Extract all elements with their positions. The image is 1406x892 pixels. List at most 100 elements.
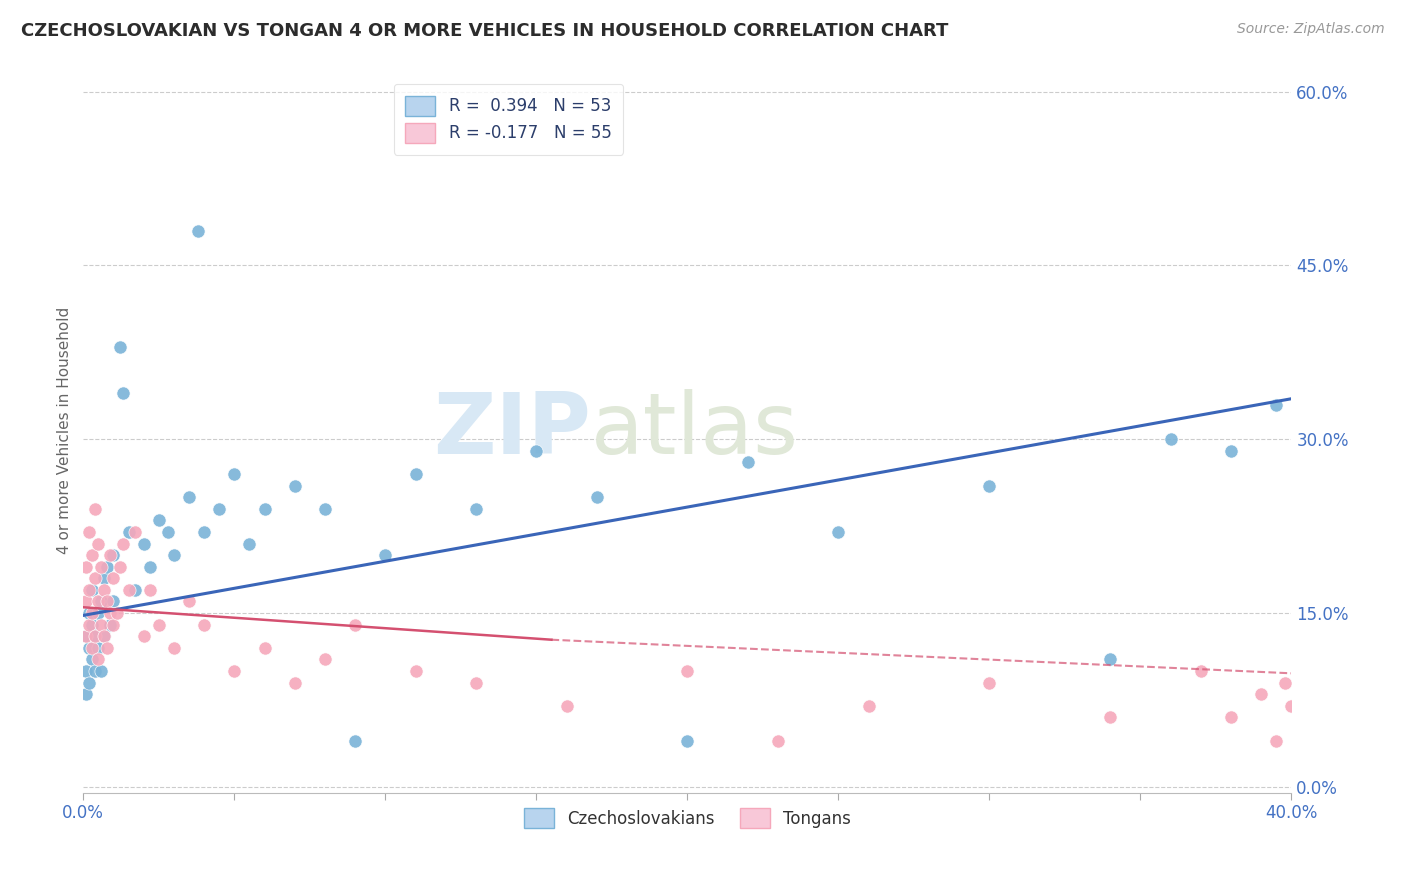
Point: [117, 582, 139, 597]
Point: [1189, 664, 1212, 678]
Point: [177, 490, 200, 504]
Point: [79, 524, 101, 539]
Point: [75, 664, 97, 678]
Point: [100, 606, 122, 620]
Point: [84, 629, 107, 643]
Point: [766, 733, 789, 747]
Point: [555, 698, 578, 713]
Point: [93, 629, 115, 643]
Point: [139, 559, 162, 574]
Point: [105, 606, 128, 620]
Point: [524, 443, 547, 458]
Point: [465, 501, 488, 516]
Point: [82, 640, 104, 655]
Point: [193, 617, 215, 632]
Point: [79, 675, 101, 690]
Point: [676, 664, 699, 678]
Text: atlas: atlas: [591, 389, 799, 472]
Point: [1274, 675, 1296, 690]
Point: [108, 559, 131, 574]
Point: [79, 617, 101, 632]
Text: Source: ZipAtlas.com: Source: ZipAtlas.com: [1237, 22, 1385, 37]
Point: [238, 536, 260, 550]
Point: [84, 629, 107, 643]
Y-axis label: 4 or more Vehicles in Household: 4 or more Vehicles in Household: [58, 307, 72, 554]
Point: [148, 617, 170, 632]
Point: [1220, 443, 1243, 458]
Point: [100, 548, 122, 562]
Point: [103, 617, 125, 632]
Point: [87, 536, 110, 550]
Point: [253, 501, 276, 516]
Point: [585, 490, 607, 504]
Point: [208, 501, 231, 516]
Point: [253, 640, 276, 655]
Point: [111, 536, 134, 550]
Point: [314, 652, 336, 666]
Point: [314, 501, 336, 516]
Point: [193, 524, 215, 539]
Point: [187, 224, 209, 238]
Point: [405, 664, 427, 678]
Point: [75, 629, 97, 643]
Point: [224, 664, 246, 678]
Point: [1099, 652, 1122, 666]
Point: [344, 617, 367, 632]
Point: [979, 675, 1001, 690]
Point: [132, 629, 155, 643]
Point: [100, 617, 122, 632]
Point: [827, 524, 849, 539]
Point: [90, 617, 112, 632]
Point: [87, 640, 110, 655]
Point: [75, 559, 97, 574]
Point: [84, 664, 107, 678]
Point: [465, 675, 488, 690]
Point: [124, 582, 146, 597]
Point: [1265, 733, 1288, 747]
Point: [87, 594, 110, 608]
Point: [676, 733, 699, 747]
Point: [124, 524, 146, 539]
Point: [87, 652, 110, 666]
Point: [93, 582, 115, 597]
Point: [177, 594, 200, 608]
Point: [96, 640, 118, 655]
Point: [148, 513, 170, 527]
Point: [96, 559, 118, 574]
Point: [284, 675, 307, 690]
Point: [93, 571, 115, 585]
Point: [284, 478, 307, 492]
Point: [737, 455, 759, 469]
Point: [82, 617, 104, 632]
Point: [979, 478, 1001, 492]
Point: [1250, 687, 1272, 701]
Text: CZECHOSLOVAKIAN VS TONGAN 4 OR MORE VEHICLES IN HOUSEHOLD CORRELATION CHART: CZECHOSLOVAKIAN VS TONGAN 4 OR MORE VEHI…: [21, 22, 949, 40]
Legend: Czechoslovakians, Tongans: Czechoslovakians, Tongans: [517, 801, 858, 835]
Point: [132, 536, 155, 550]
Point: [1160, 432, 1182, 446]
Point: [75, 594, 97, 608]
Point: [108, 340, 131, 354]
Point: [75, 629, 97, 643]
Point: [117, 524, 139, 539]
Point: [93, 629, 115, 643]
Point: [103, 548, 125, 562]
Point: [224, 467, 246, 481]
Point: [82, 652, 104, 666]
Point: [163, 640, 186, 655]
Point: [84, 571, 107, 585]
Point: [1281, 698, 1303, 713]
Point: [75, 687, 97, 701]
Point: [163, 548, 186, 562]
Point: [344, 733, 367, 747]
Point: [111, 386, 134, 401]
Point: [156, 524, 179, 539]
Point: [1099, 710, 1122, 724]
Point: [103, 571, 125, 585]
Point: [139, 582, 162, 597]
Point: [82, 548, 104, 562]
Point: [103, 594, 125, 608]
Point: [79, 640, 101, 655]
Point: [79, 582, 101, 597]
Point: [79, 606, 101, 620]
